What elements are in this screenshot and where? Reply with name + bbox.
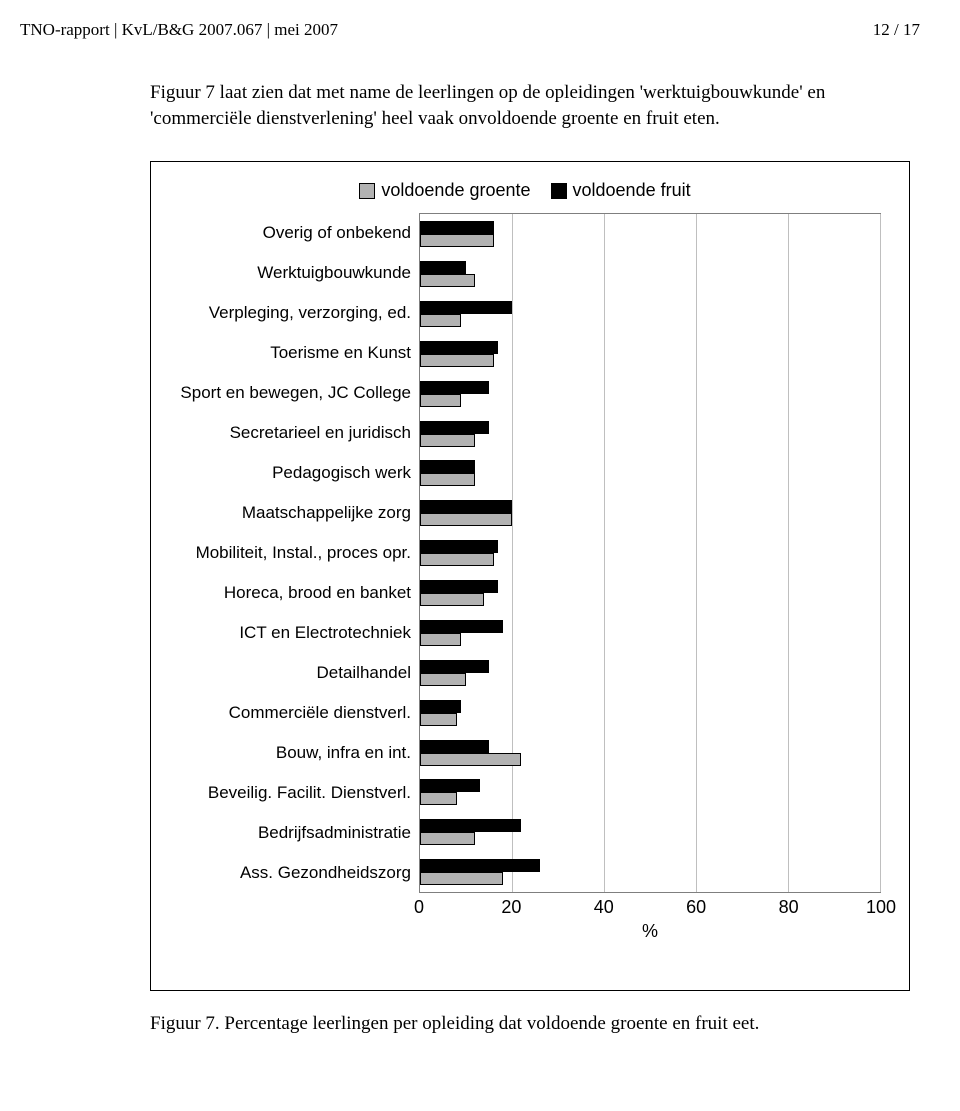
bar-groente xyxy=(420,553,494,566)
header-left: TNO-rapport | KvL/B&G 2007.067 | mei 200… xyxy=(20,20,338,40)
category-label: Horeca, brood en banket xyxy=(169,573,419,613)
bar-group xyxy=(420,334,880,374)
x-tick-label: 40 xyxy=(594,897,614,918)
bar-fruit xyxy=(420,381,489,394)
bar-group xyxy=(420,613,880,653)
category-label: Toerisme en Kunst xyxy=(169,333,419,373)
bar-fruit xyxy=(420,221,494,234)
x-tick-label: 20 xyxy=(501,897,521,918)
bar-fruit xyxy=(420,301,512,314)
bar-group xyxy=(420,254,880,294)
bar-fruit xyxy=(420,620,503,633)
x-tick-label: 80 xyxy=(779,897,799,918)
x-tick-label: 100 xyxy=(866,897,896,918)
category-label: Bedrijfsadministratie xyxy=(169,813,419,853)
bar-group xyxy=(420,773,880,813)
bar-fruit xyxy=(420,700,461,713)
bar-fruit xyxy=(420,500,512,513)
bar-groente xyxy=(420,473,475,486)
bar-groente xyxy=(420,394,461,407)
legend-item-groente: voldoende groente xyxy=(359,180,530,201)
category-label: Maatschappelijke zorg xyxy=(169,493,419,533)
legend-label-fruit: voldoende fruit xyxy=(573,180,691,201)
bar-group xyxy=(420,653,880,693)
category-label: Bouw, infra en int. xyxy=(169,733,419,773)
bar-group xyxy=(420,294,880,334)
category-label: Ass. Gezondheidszorg xyxy=(169,853,419,893)
bar-groente xyxy=(420,234,494,247)
x-axis-ticks: 020406080100 xyxy=(419,893,881,919)
bar-group xyxy=(420,573,880,613)
chart-legend: voldoende groente voldoende fruit xyxy=(169,180,881,201)
page: TNO-rapport | KvL/B&G 2007.067 | mei 200… xyxy=(0,0,960,1111)
legend-swatch-groente xyxy=(359,183,375,199)
x-tick-label: 60 xyxy=(686,897,706,918)
category-label: Overig of onbekend xyxy=(169,213,419,253)
plot-area xyxy=(419,213,881,893)
bar-fruit xyxy=(420,580,498,593)
category-label: Mobiliteit, Instal., proces opr. xyxy=(169,533,419,573)
figure-caption: Figuur 7. Percentage leerlingen per ople… xyxy=(150,1013,920,1035)
bar-groente xyxy=(420,673,466,686)
bar-group xyxy=(420,454,880,494)
bars-container xyxy=(420,214,880,892)
legend-swatch-fruit xyxy=(551,183,567,199)
legend-label-groente: voldoende groente xyxy=(381,180,530,201)
category-label: Detailhandel xyxy=(169,653,419,693)
bar-fruit xyxy=(420,421,489,434)
bar-groente xyxy=(420,274,475,287)
category-label: Werktuigbouwkunde xyxy=(169,253,419,293)
plot-row: Overig of onbekendWerktuigbouwkundeVerpl… xyxy=(169,213,881,893)
bar-fruit xyxy=(420,740,489,753)
category-label: Beveilig. Facilit. Dienstverl. xyxy=(169,773,419,813)
category-label: Pedagogisch werk xyxy=(169,453,419,493)
bar-groente xyxy=(420,753,521,766)
y-axis-labels: Overig of onbekendWerktuigbouwkundeVerpl… xyxy=(169,213,419,893)
bar-groente xyxy=(420,513,512,526)
bar-group xyxy=(420,414,880,454)
category-label: ICT en Electrotechniek xyxy=(169,613,419,653)
bar-group xyxy=(420,533,880,573)
bar-groente xyxy=(420,633,461,646)
x-tick-label: 0 xyxy=(414,897,424,918)
bar-group xyxy=(420,374,880,414)
bar-groente xyxy=(420,713,457,726)
bar-fruit xyxy=(420,460,475,473)
bar-fruit xyxy=(420,540,498,553)
header-right: 12 / 17 xyxy=(873,20,920,40)
gridline xyxy=(880,214,881,892)
chart-frame: voldoende groente voldoende fruit Overig… xyxy=(150,161,910,991)
bar-fruit xyxy=(420,341,498,354)
category-label: Sport en bewegen, JC College xyxy=(169,373,419,413)
category-label: Secretarieel en juridisch xyxy=(169,413,419,453)
bar-fruit xyxy=(420,859,540,872)
bar-group xyxy=(420,493,880,533)
bar-groente xyxy=(420,434,475,447)
bar-groente xyxy=(420,792,457,805)
x-axis-label: % xyxy=(419,921,881,942)
category-label: Commerciële dienstverl. xyxy=(169,693,419,733)
figure-intro-text: Figuur 7 laat zien dat met name de leerl… xyxy=(150,80,910,131)
bar-group xyxy=(420,733,880,773)
bar-groente xyxy=(420,593,484,606)
legend-item-fruit: voldoende fruit xyxy=(551,180,691,201)
bar-groente xyxy=(420,314,461,327)
bar-groente xyxy=(420,832,475,845)
bar-group xyxy=(420,693,880,733)
bar-groente xyxy=(420,354,494,367)
bar-group xyxy=(420,214,880,254)
category-label: Verpleging, verzorging, ed. xyxy=(169,293,419,333)
bar-fruit xyxy=(420,819,521,832)
page-header: TNO-rapport | KvL/B&G 2007.067 | mei 200… xyxy=(20,20,920,40)
bar-group xyxy=(420,852,880,892)
bar-group xyxy=(420,812,880,852)
bar-groente xyxy=(420,872,503,885)
bar-fruit xyxy=(420,779,480,792)
bar-fruit xyxy=(420,660,489,673)
bar-fruit xyxy=(420,261,466,274)
